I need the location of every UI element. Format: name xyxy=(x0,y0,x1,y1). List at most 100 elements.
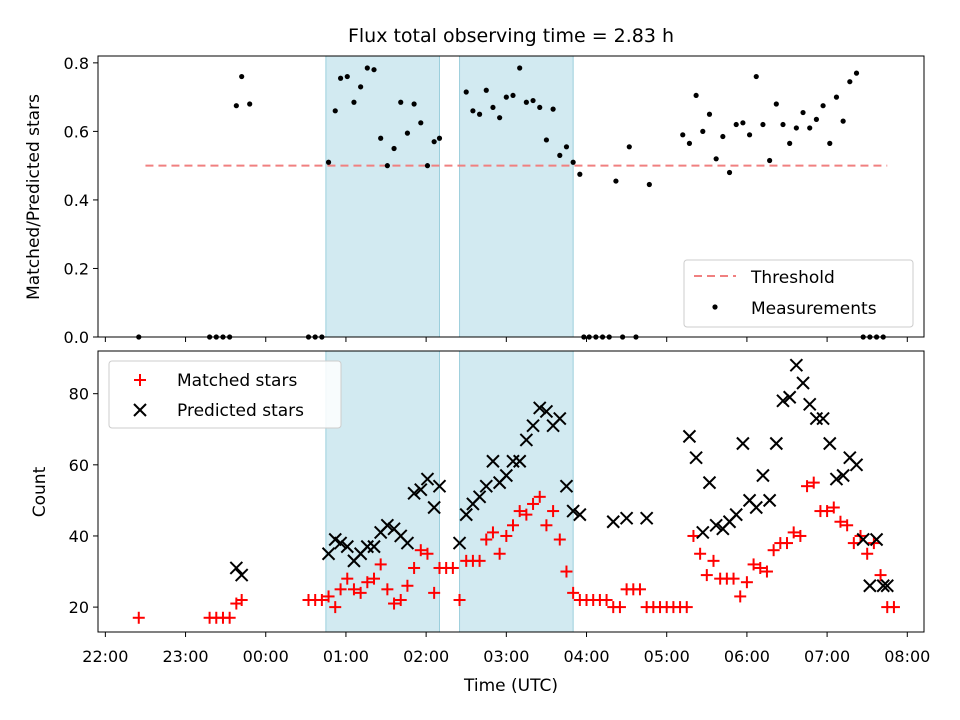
measurement-point xyxy=(680,132,686,138)
measurement-point xyxy=(418,120,424,126)
measurement-point xyxy=(378,135,384,141)
measurement-point xyxy=(490,104,496,111)
matched-star-point xyxy=(740,576,753,589)
matched-star-point xyxy=(507,519,520,532)
predicted-star-point xyxy=(782,390,797,404)
ratio-y-tick-label: 0.2 xyxy=(64,259,89,278)
predicted-star-stroke xyxy=(459,507,473,522)
predicted-star-stroke xyxy=(829,472,844,486)
measurement-point xyxy=(720,133,726,140)
matched-star-point xyxy=(821,505,834,518)
predicted-star-stroke xyxy=(803,397,817,412)
matched-star-point xyxy=(707,554,720,567)
measurement-point xyxy=(563,144,570,150)
matched-star-point xyxy=(633,583,646,596)
measurement-point xyxy=(853,70,860,76)
predicted-star-stroke xyxy=(606,515,620,529)
predicted-star-point xyxy=(229,561,244,575)
predicted-star-stroke xyxy=(472,490,487,504)
observing-window xyxy=(325,55,440,338)
measurement-point xyxy=(700,128,706,134)
predicted-star-point xyxy=(639,511,654,525)
count-points xyxy=(132,358,900,624)
predicted-star-point xyxy=(619,511,634,525)
predicted-star-stroke xyxy=(533,401,547,415)
predicted-star-point xyxy=(407,486,421,500)
matched-star-point xyxy=(687,529,700,542)
predicted-star-stroke xyxy=(702,475,717,490)
measurement-point xyxy=(431,139,437,145)
predicted-star-point xyxy=(512,454,527,468)
matched-star-point xyxy=(361,576,374,589)
predicted-star-stroke xyxy=(452,536,467,550)
matched-star-point xyxy=(347,583,360,596)
predicted-star-point xyxy=(499,468,514,483)
matched-star-point xyxy=(520,508,533,521)
matched-star-point xyxy=(500,529,513,542)
predicted-star-point xyxy=(472,490,487,504)
matched-star-point xyxy=(453,593,466,606)
matched-star-point xyxy=(374,558,387,571)
measurement-point xyxy=(780,121,786,128)
measurement-point xyxy=(820,103,826,109)
measurement-point xyxy=(424,163,431,169)
predicted-star-stroke xyxy=(333,536,348,550)
count-y-tick-label: 60 xyxy=(69,456,89,475)
measurement-point xyxy=(840,118,846,124)
matched-star-point xyxy=(428,586,441,599)
predicted-star-point xyxy=(526,418,540,433)
predicted-star-stroke xyxy=(559,479,574,493)
measurement-point xyxy=(557,152,563,158)
predicted-star-stroke xyxy=(789,358,804,372)
matched-star-point xyxy=(315,593,328,606)
predicted-star-stroke xyxy=(566,504,580,518)
predicted-star-stroke xyxy=(234,568,249,582)
measurement-point xyxy=(398,99,404,105)
predicted-star-point xyxy=(756,468,770,483)
measurement-point xyxy=(510,92,516,99)
matched-star-point xyxy=(801,480,814,493)
measurement-point xyxy=(646,181,652,188)
predicted-star-point xyxy=(709,518,723,532)
measurement-point xyxy=(693,92,699,99)
predicted-star-stroke xyxy=(420,472,435,486)
predicted-star-stroke xyxy=(432,479,447,493)
predicted-star-stroke xyxy=(836,468,850,483)
x-axis-label: Time (UTC) xyxy=(463,676,558,696)
observing-window xyxy=(459,55,574,338)
predicted-star-stroke xyxy=(856,532,870,547)
predicted-star-stroke xyxy=(639,511,654,525)
legend-matched-label: Matched stars xyxy=(177,371,297,391)
predicted-star-point xyxy=(519,433,534,447)
predicted-star-point xyxy=(479,479,493,493)
x-tick-label: 05:00 xyxy=(644,647,690,666)
count-legend: Matched stars Predicted stars xyxy=(108,360,342,429)
predicted-star-point xyxy=(420,472,435,486)
count-y-tick-label: 80 xyxy=(69,385,89,404)
measurement-point xyxy=(706,111,713,117)
matched-star-point xyxy=(480,533,493,546)
measurement-point xyxy=(247,101,253,107)
matched-star-point xyxy=(408,561,421,574)
measurement-point xyxy=(800,109,806,116)
matched-star-point xyxy=(847,537,860,550)
measurement-point xyxy=(523,99,529,105)
observing-windows xyxy=(325,55,574,338)
measurement-point xyxy=(847,79,853,85)
predicted-star-point xyxy=(367,539,381,554)
ratio-y-tick-label: 0.0 xyxy=(64,328,89,347)
measurement-point xyxy=(746,132,753,138)
legend-predicted-swatch xyxy=(133,403,147,417)
matched-star-point xyxy=(827,501,840,514)
predicted-star-point xyxy=(234,568,249,582)
observing-windows xyxy=(325,350,574,633)
ratio-y-axis-label: Matched/Predicted stars xyxy=(24,94,44,300)
x-tick-label: 23:00 xyxy=(162,647,208,666)
predicted-star-stroke xyxy=(796,376,810,390)
matched-star-point xyxy=(553,533,566,546)
measurement-point xyxy=(570,159,576,165)
predicted-star-stroke xyxy=(387,522,401,536)
measurement-point xyxy=(497,115,503,121)
ratio-y-tick-label: 0.4 xyxy=(64,191,89,210)
predicted-star-stroke xyxy=(736,436,750,451)
